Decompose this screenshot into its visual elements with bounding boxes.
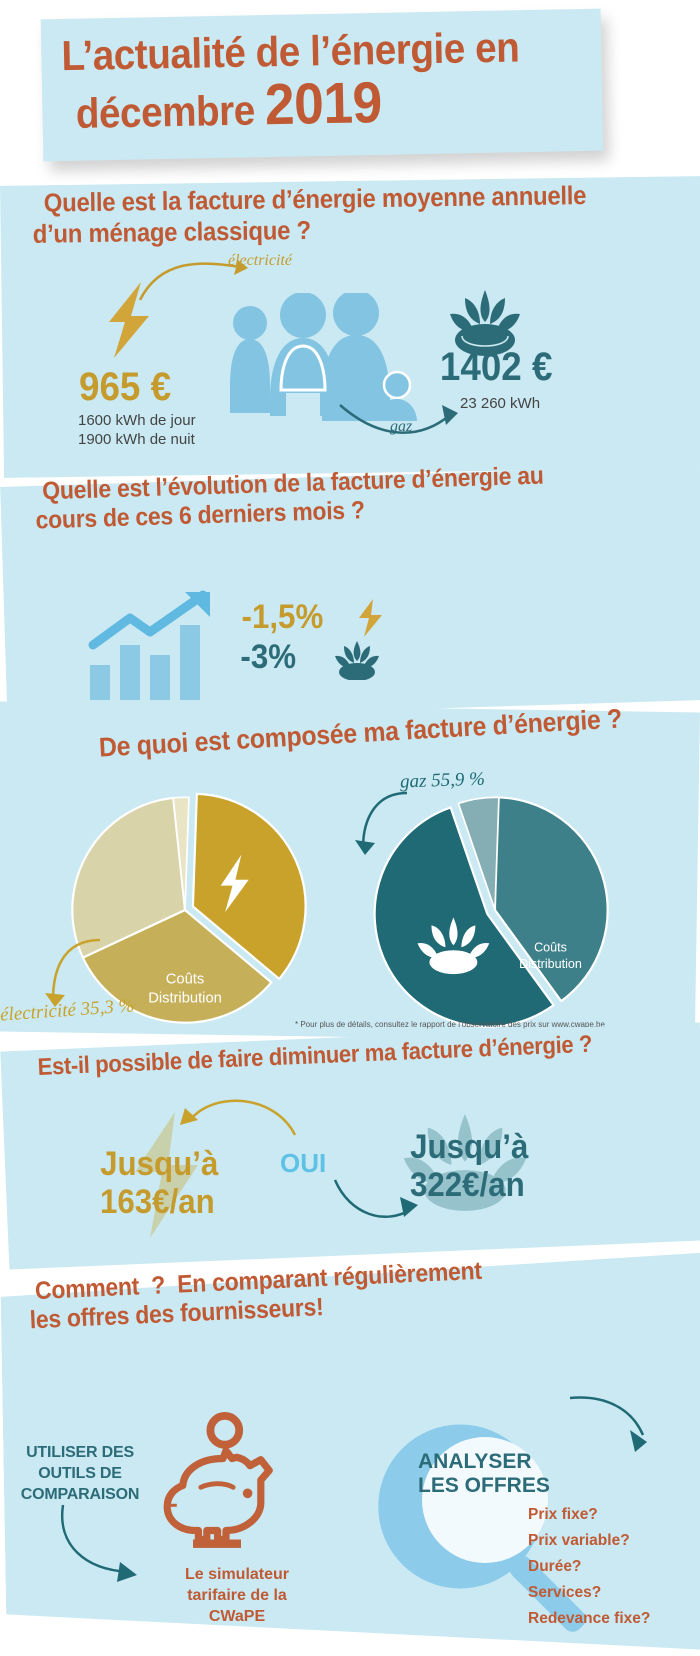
svg-text:Coûts: Coûts (534, 941, 567, 955)
svg-text:Distribution: Distribution (148, 991, 222, 1007)
svg-text:Distribution: Distribution (519, 957, 582, 971)
svg-text:Coûts: Coûts (166, 972, 204, 988)
